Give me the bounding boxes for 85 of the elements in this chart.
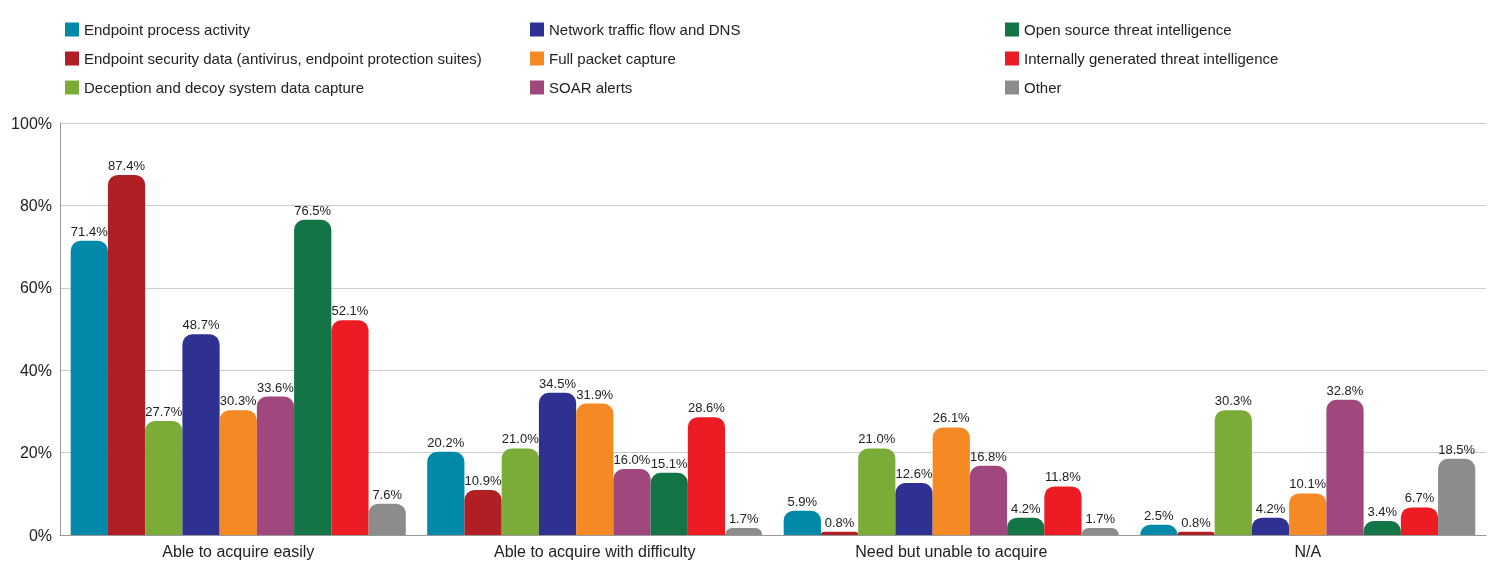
data-label: 27.7% xyxy=(145,403,183,419)
bar xyxy=(219,410,257,535)
data-label: 10.9% xyxy=(464,473,502,489)
bar xyxy=(576,403,614,535)
y-tick-label: 100% xyxy=(11,114,52,132)
bar xyxy=(1044,486,1082,535)
data-label: 71.4% xyxy=(70,223,109,239)
bar xyxy=(895,483,933,535)
bar xyxy=(538,392,577,535)
data-label: 28.6% xyxy=(688,400,726,416)
data-label: 48.7% xyxy=(182,317,220,333)
data-label: 12.6% xyxy=(895,466,933,482)
bar xyxy=(294,219,332,535)
data-label: 10.1% xyxy=(1289,476,1327,492)
x-tick-label: Need but unable to acquire xyxy=(855,542,1048,560)
y-tick-label: 60% xyxy=(19,279,52,297)
data-label: 4.2% xyxy=(1010,500,1041,516)
legend-label: Network traffic flow and DNS xyxy=(549,21,741,38)
bar xyxy=(820,531,859,535)
bar xyxy=(331,320,369,535)
legend-label: Deception and decoy system data capture xyxy=(84,79,365,96)
bar xyxy=(687,417,726,535)
data-label: 32.8% xyxy=(1326,382,1364,398)
bar xyxy=(368,503,406,535)
data-label: 26.1% xyxy=(932,410,971,426)
y-tick-label: 0% xyxy=(28,526,52,544)
bar xyxy=(932,427,970,535)
legend-label: Full packet capture xyxy=(549,50,676,67)
bar xyxy=(427,451,465,535)
bar xyxy=(613,469,651,535)
data-label: 0.8% xyxy=(824,514,855,530)
data-label: 16.8% xyxy=(970,448,1008,464)
bar xyxy=(145,420,183,535)
bar xyxy=(501,448,539,535)
data-label: 0.8% xyxy=(1181,514,1212,530)
legend-label: SOAR alerts xyxy=(549,79,633,96)
data-label: 16.0% xyxy=(613,452,651,468)
bar xyxy=(70,240,108,535)
data-label: 7.6% xyxy=(372,486,403,502)
legend-label: Other xyxy=(1024,79,1062,96)
data-label: 34.5% xyxy=(539,375,577,391)
legend-label: Internally generated threat intelligence xyxy=(1024,50,1279,67)
bar xyxy=(1289,493,1327,535)
data-label: 15.1% xyxy=(650,455,689,471)
bar xyxy=(182,334,220,535)
data-label: 30.3% xyxy=(219,393,258,409)
bar xyxy=(969,465,1008,535)
x-tick-label: N/A xyxy=(1294,542,1322,560)
x-tick-label: Able to acquire with difficulty xyxy=(493,542,696,560)
data-label: 33.6% xyxy=(257,379,295,395)
data-label: 30.3% xyxy=(1214,393,1253,409)
bar xyxy=(256,396,295,535)
legend-label: Open source threat intelligence xyxy=(1024,21,1232,38)
bar xyxy=(1214,410,1252,535)
data-label: 2.5% xyxy=(1143,507,1175,523)
legend-label: Endpoint process activity xyxy=(84,21,251,38)
data-label: 4.2% xyxy=(1255,500,1286,516)
bar xyxy=(1177,531,1215,535)
data-label: 76.5% xyxy=(294,202,332,218)
bar xyxy=(464,490,502,535)
data-label: 21.0% xyxy=(858,431,896,447)
legend-label: Endpoint security data (antivirus, endpoint protection suites) xyxy=(84,50,482,67)
bar xyxy=(858,448,896,535)
data-label: 21.0% xyxy=(501,431,540,447)
data-label: 11.8% xyxy=(1045,469,1082,485)
x-tick-label: Able to acquire easily xyxy=(162,542,315,560)
bar xyxy=(107,174,146,535)
y-tick-label: 20% xyxy=(19,444,52,462)
y-tick-label: 80% xyxy=(19,196,52,214)
data-label: 87.4% xyxy=(108,157,146,173)
data-label: 3.4% xyxy=(1367,503,1398,519)
bar xyxy=(1400,507,1439,535)
data-label: 1.7% xyxy=(1085,511,1116,526)
bar xyxy=(1326,399,1364,535)
data-label: 52.1% xyxy=(331,303,369,319)
data-label: 18.5% xyxy=(1438,441,1476,457)
y-tick-label: 40% xyxy=(19,361,52,379)
bar xyxy=(650,472,688,535)
data-label: 5.9% xyxy=(787,493,818,509)
data-label: 20.2% xyxy=(427,434,465,450)
bar xyxy=(783,510,821,535)
data-label: 31.9% xyxy=(576,386,614,402)
bar xyxy=(1438,458,1476,535)
data-label: 1.7% xyxy=(728,511,759,526)
data-label: 6.7% xyxy=(1404,490,1435,506)
